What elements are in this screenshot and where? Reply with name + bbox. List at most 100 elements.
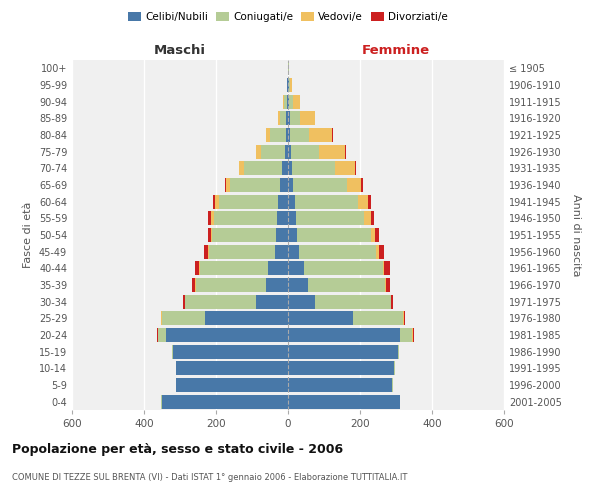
Bar bbox=[285, 144, 288, 159]
Text: Popolazione per età, sesso e stato civile - 2006: Popolazione per età, sesso e stato civil… bbox=[12, 442, 343, 456]
Bar bbox=[213, 194, 215, 209]
Bar bbox=[239, 162, 244, 175]
Bar bbox=[256, 294, 288, 308]
Bar bbox=[293, 94, 300, 109]
Bar bbox=[400, 328, 412, 342]
Bar bbox=[288, 194, 295, 209]
Bar bbox=[368, 194, 371, 209]
Bar bbox=[288, 94, 289, 109]
Bar bbox=[196, 278, 266, 292]
Bar bbox=[412, 328, 413, 342]
Bar bbox=[286, 112, 288, 126]
Bar bbox=[288, 178, 293, 192]
Bar bbox=[288, 162, 292, 175]
Bar bbox=[288, 261, 304, 276]
Bar bbox=[288, 294, 315, 308]
Bar bbox=[277, 211, 288, 226]
Bar bbox=[204, 244, 208, 259]
Bar bbox=[394, 361, 395, 376]
Bar bbox=[158, 328, 166, 342]
Bar bbox=[295, 194, 358, 209]
Bar bbox=[288, 278, 308, 292]
Bar bbox=[278, 112, 280, 126]
Bar bbox=[208, 211, 211, 226]
Bar bbox=[283, 94, 284, 109]
Bar bbox=[288, 128, 290, 142]
Bar bbox=[205, 311, 288, 326]
Bar bbox=[268, 261, 288, 276]
Bar bbox=[192, 278, 196, 292]
Bar bbox=[176, 361, 288, 376]
Text: COMUNE DI TEZZE SUL BRENTA (VI) - Dati ISTAT 1° gennaio 2006 - Elaborazione TUTT: COMUNE DI TEZZE SUL BRENTA (VI) - Dati I… bbox=[12, 472, 407, 482]
Bar bbox=[195, 261, 199, 276]
Bar bbox=[208, 244, 209, 259]
Bar bbox=[185, 294, 256, 308]
Bar bbox=[215, 194, 218, 209]
Bar bbox=[315, 294, 391, 308]
Bar bbox=[288, 211, 296, 226]
Bar bbox=[403, 311, 404, 326]
Bar bbox=[288, 328, 400, 342]
Bar bbox=[371, 228, 375, 242]
Text: Maschi: Maschi bbox=[154, 44, 206, 57]
Bar bbox=[161, 394, 162, 409]
Bar bbox=[162, 394, 288, 409]
Bar bbox=[345, 144, 346, 159]
Bar bbox=[297, 228, 371, 242]
Bar bbox=[284, 94, 287, 109]
Bar bbox=[290, 112, 300, 126]
Bar bbox=[214, 211, 277, 226]
Y-axis label: Anni di nascita: Anni di nascita bbox=[571, 194, 581, 276]
Bar bbox=[288, 112, 290, 126]
Bar bbox=[218, 194, 278, 209]
Bar bbox=[308, 128, 332, 142]
Bar bbox=[353, 311, 403, 326]
Bar bbox=[288, 62, 289, 76]
Bar bbox=[211, 228, 212, 242]
Bar bbox=[288, 378, 392, 392]
Bar bbox=[288, 78, 289, 92]
Bar bbox=[270, 128, 286, 142]
Bar bbox=[157, 328, 158, 342]
Bar bbox=[289, 94, 293, 109]
Legend: Celibi/Nubili, Coniugati/e, Vedovi/e, Divorziati/e: Celibi/Nubili, Coniugati/e, Vedovi/e, Di… bbox=[124, 8, 452, 26]
Bar bbox=[256, 144, 260, 159]
Bar bbox=[266, 278, 288, 292]
Bar bbox=[383, 261, 385, 276]
Bar bbox=[266, 128, 270, 142]
Bar bbox=[173, 344, 288, 359]
Bar bbox=[392, 378, 393, 392]
Bar bbox=[208, 228, 211, 242]
Bar bbox=[300, 112, 315, 126]
Bar bbox=[226, 178, 230, 192]
Bar bbox=[361, 178, 363, 192]
Bar bbox=[278, 194, 288, 209]
Bar bbox=[211, 211, 214, 226]
Bar bbox=[230, 178, 280, 192]
Bar bbox=[292, 162, 335, 175]
Bar bbox=[288, 394, 400, 409]
Bar bbox=[291, 144, 319, 159]
Bar bbox=[385, 261, 390, 276]
Bar bbox=[299, 244, 376, 259]
Bar bbox=[172, 344, 173, 359]
Bar bbox=[161, 311, 162, 326]
Bar bbox=[293, 178, 347, 192]
Bar bbox=[355, 162, 356, 175]
Bar bbox=[275, 244, 288, 259]
Bar bbox=[308, 278, 385, 292]
Bar bbox=[376, 244, 379, 259]
Bar bbox=[364, 211, 371, 226]
Bar bbox=[280, 112, 286, 126]
Bar bbox=[288, 344, 398, 359]
Bar bbox=[379, 244, 385, 259]
Bar bbox=[244, 162, 281, 175]
Bar bbox=[212, 228, 277, 242]
Y-axis label: Fasce di età: Fasce di età bbox=[23, 202, 33, 268]
Bar bbox=[288, 361, 394, 376]
Bar bbox=[296, 211, 364, 226]
Bar bbox=[200, 261, 268, 276]
Bar bbox=[290, 78, 292, 92]
Bar bbox=[288, 244, 299, 259]
Bar bbox=[281, 162, 288, 175]
